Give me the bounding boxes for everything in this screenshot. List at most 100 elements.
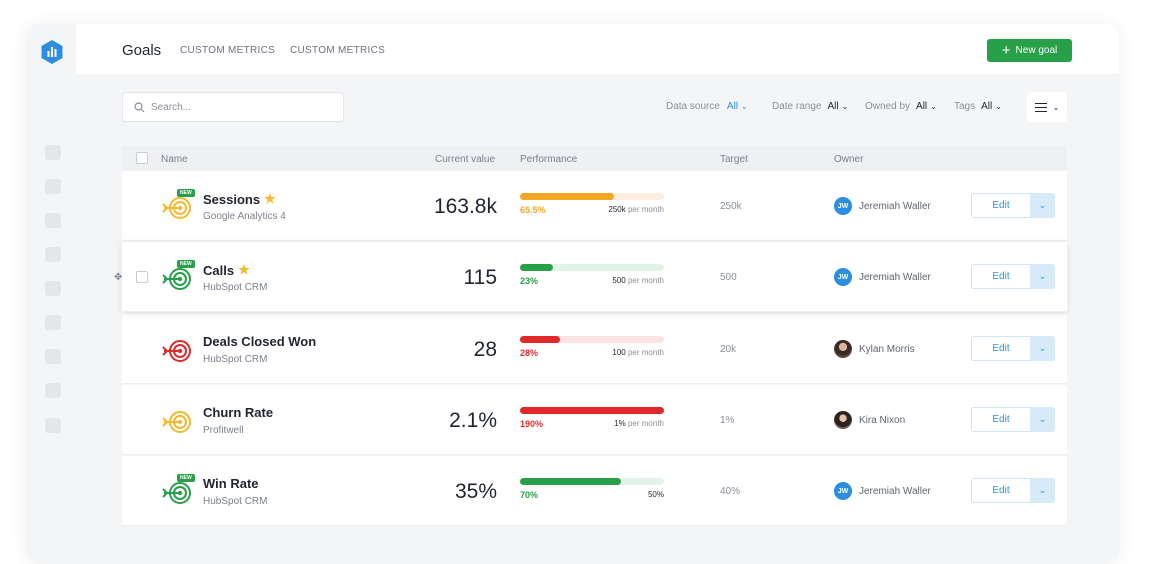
drag-handle-icon[interactable]: ✥	[114, 272, 123, 283]
sidebar-item[interactable]	[45, 213, 61, 228]
edit-button[interactable]: Edit	[971, 478, 1030, 503]
edit-dropdown-chevron-icon[interactable]: ⌄	[1030, 478, 1055, 503]
target-value: 20k	[720, 344, 737, 355]
app-window: Goals CUSTOM METRICS CUSTOM METRICS + Ne…	[26, 24, 1119, 564]
goal-source: HubSpot CRM	[203, 282, 268, 293]
app-logo-icon[interactable]	[41, 40, 63, 64]
period-target-value: 500	[612, 276, 626, 285]
period-target-value: 1%	[614, 419, 626, 428]
owner[interactable]: JW Jeremiah Waller	[834, 482, 931, 500]
edit-button-group[interactable]: Edit ⌄	[971, 478, 1055, 503]
current-value: 35%	[454, 480, 497, 503]
column-header-name[interactable]: Name	[161, 154, 188, 165]
progress-fill	[520, 264, 554, 271]
goal-name[interactable]: Win Rate	[203, 476, 259, 491]
goal-name[interactable]: Calls ★	[203, 262, 250, 278]
table-row[interactable]: ✥ NEW Calls ★ HubSpot CRM 115 23% 500 per month…	[114, 242, 1067, 312]
target-value: 1%	[720, 415, 735, 426]
sidebar-item[interactable]	[45, 179, 61, 194]
star-icon[interactable]: ★	[264, 191, 276, 206]
sidebar-item[interactable]	[45, 418, 61, 433]
column-header-current-value[interactable]: Current value	[435, 154, 496, 165]
column-header-performance[interactable]: Performance	[520, 154, 578, 165]
period-target-unit: per month	[627, 348, 664, 357]
table-row[interactable]: Churn Rate Profitwell 2.1% 190% 1% per month…	[122, 385, 1067, 455]
table-row[interactable]: NEW Win Rate HubSpot CRM 35% 70% 50% 40% JW Jere…	[122, 456, 1067, 526]
tab-custom-metrics[interactable]: CUSTOM METRICS	[180, 45, 276, 56]
edit-button-group[interactable]: Edit ⌄	[971, 193, 1055, 218]
chevron-down-icon: ⌄	[741, 102, 748, 111]
goal-name-text[interactable]: Churn Rate	[203, 405, 274, 420]
edit-button[interactable]: Edit	[971, 264, 1030, 289]
filter-owned-by[interactable]: Owned by All ⌄	[865, 101, 937, 112]
filter-label: Date range	[772, 101, 822, 112]
goal-name[interactable]: Sessions ★	[203, 191, 276, 207]
edit-button-group[interactable]: Edit ⌄	[971, 264, 1055, 289]
goal-name-text[interactable]: Calls	[203, 262, 235, 278]
period-target-unit: per month	[627, 205, 664, 214]
goal-name[interactable]: Churn Rate	[203, 405, 273, 420]
new-badge: NEW	[177, 189, 195, 197]
goal-name-text[interactable]: Win Rate	[203, 476, 259, 491]
new-badge: NEW	[177, 474, 195, 482]
filter-data-source[interactable]: Data source All ⌄	[666, 101, 748, 112]
edit-button-group[interactable]: Edit ⌄	[971, 407, 1055, 432]
goal-name[interactable]: Deals Closed Won	[203, 334, 316, 349]
filter-tags[interactable]: Tags All ⌄	[954, 101, 1002, 112]
edit-button-group[interactable]: Edit ⌄	[971, 336, 1055, 361]
search-box[interactable]	[122, 92, 344, 122]
target-icon	[162, 405, 196, 435]
sidebar-item[interactable]	[45, 281, 61, 296]
edit-dropdown-chevron-icon[interactable]: ⌄	[1030, 193, 1055, 218]
period-target-unit: per month	[627, 276, 664, 285]
column-header-target[interactable]: Target	[720, 154, 748, 165]
search-input[interactable]	[151, 101, 311, 113]
target-value: 40%	[720, 486, 741, 497]
star-icon[interactable]: ★	[238, 262, 250, 277]
owner[interactable]: Kylan Morris	[834, 340, 915, 358]
goal-source: HubSpot CRM	[203, 354, 268, 365]
edit-dropdown-chevron-icon[interactable]: ⌄	[1030, 336, 1055, 361]
goal-source: Profitwell	[203, 425, 244, 436]
edit-button[interactable]: Edit	[971, 407, 1030, 432]
progress-bar	[520, 478, 664, 485]
view-menu-button[interactable]: ⌄	[1027, 92, 1067, 122]
progress-bar	[520, 193, 664, 200]
owner[interactable]: JW Jeremiah Waller	[834, 268, 931, 286]
owner[interactable]: Kira Nixon	[834, 411, 905, 429]
goal-name-text[interactable]: Deals Closed Won	[203, 334, 317, 349]
progress-bar	[520, 264, 664, 271]
sidebar-item[interactable]	[45, 383, 61, 398]
owner-name: Jeremiah Waller	[859, 485, 931, 497]
new-goal-button[interactable]: + New goal	[987, 39, 1072, 62]
sidebar-item[interactable]	[45, 349, 61, 364]
goal-name-text[interactable]: Sessions	[203, 191, 261, 207]
table-row[interactable]: NEW Sessions ★ Google Analytics 4 163.8k 65.5…	[122, 171, 1067, 241]
owner[interactable]: JW Jeremiah Waller	[834, 197, 931, 215]
avatar	[834, 411, 852, 429]
period-target: 100 per month	[612, 348, 664, 357]
target-icon	[162, 334, 196, 364]
filter-date-range[interactable]: Date range All ⌄	[772, 101, 848, 112]
edit-dropdown-chevron-icon[interactable]: ⌄	[1030, 264, 1055, 289]
tab-custom-metrics-2[interactable]: CUSTOM METRICS	[290, 45, 386, 56]
progress-fill	[520, 336, 561, 343]
period-target-value: 50%	[647, 490, 664, 499]
page-title: Goals	[122, 42, 162, 59]
top-bar: Goals CUSTOM METRICS CUSTOM METRICS + Ne…	[76, 24, 1119, 74]
table-row[interactable]: Deals Closed Won HubSpot CRM 28 28% 100 per …	[122, 314, 1067, 384]
select-all-checkbox[interactable]	[136, 152, 148, 164]
goal-source: HubSpot CRM	[203, 496, 268, 507]
progress-percent: 65.5%	[520, 205, 546, 215]
edit-button[interactable]: Edit	[971, 193, 1030, 218]
edit-button[interactable]: Edit	[971, 336, 1030, 361]
sidebar-item[interactable]	[45, 247, 61, 262]
edit-dropdown-chevron-icon[interactable]: ⌄	[1030, 407, 1055, 432]
owner-name: Jeremiah Waller	[859, 271, 931, 283]
column-header-owner[interactable]: Owner	[834, 154, 864, 165]
new-goal-label: New goal	[1015, 45, 1058, 56]
sidebar-item[interactable]	[45, 145, 61, 160]
sidebar	[26, 24, 76, 564]
sidebar-item[interactable]	[45, 315, 61, 330]
row-checkbox[interactable]	[136, 271, 148, 283]
